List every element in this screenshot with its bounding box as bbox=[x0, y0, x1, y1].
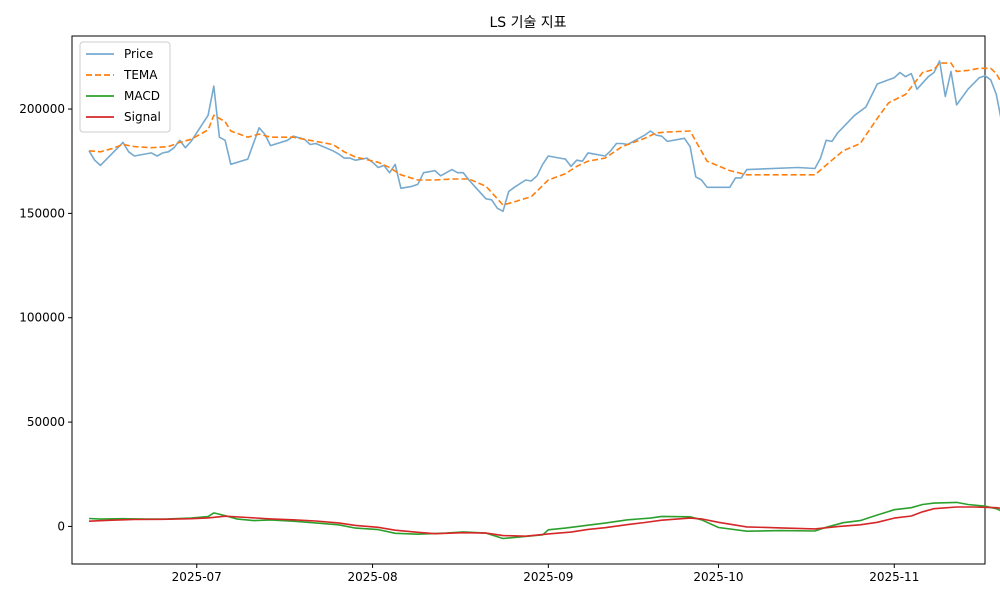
y-axis: 0 50000 100000 150000 200000 bbox=[19, 102, 72, 533]
x-axis: 2025-07 2025-08 2025-09 2025-10 2025-11 bbox=[172, 564, 919, 584]
x-tick-label: 2025-08 bbox=[347, 570, 397, 584]
x-tick-label: 2025-07 bbox=[172, 570, 222, 584]
legend-box bbox=[79, 41, 171, 133]
legend-label-signal: Signal bbox=[124, 110, 161, 124]
legend-label-tema: TEMA bbox=[123, 68, 158, 82]
legend-label-macd: MACD bbox=[124, 89, 160, 103]
legend-items: Price TEMA MACD Signal bbox=[86, 47, 161, 124]
series-line-signal bbox=[88, 506, 1000, 537]
x-tick-label: 2025-09 bbox=[523, 570, 573, 584]
chart-title: LS 기술 지표 bbox=[489, 15, 566, 31]
series-layer bbox=[88, 60, 1000, 540]
series-line-price bbox=[88, 60, 1000, 213]
y-tick-label: 100000 bbox=[19, 311, 65, 325]
x-tick-label: 2025-11 bbox=[869, 570, 919, 584]
plot-frame bbox=[71, 35, 986, 565]
y-tick-label: 50000 bbox=[27, 415, 65, 429]
y-tick-label: 0 bbox=[57, 519, 65, 533]
y-tick-label: 200000 bbox=[19, 102, 65, 116]
series-line-tema bbox=[88, 62, 1000, 206]
plot-area: 2025-07 2025-08 2025-09 2025-10 2025-11 0 500… bbox=[19, 35, 1000, 584]
y-tick-label: 150000 bbox=[19, 206, 65, 220]
x-tick-label: 2025-10 bbox=[693, 570, 743, 584]
legend: Price TEMA MACD Signal bbox=[79, 41, 171, 133]
legend-label-price: Price bbox=[124, 47, 153, 61]
